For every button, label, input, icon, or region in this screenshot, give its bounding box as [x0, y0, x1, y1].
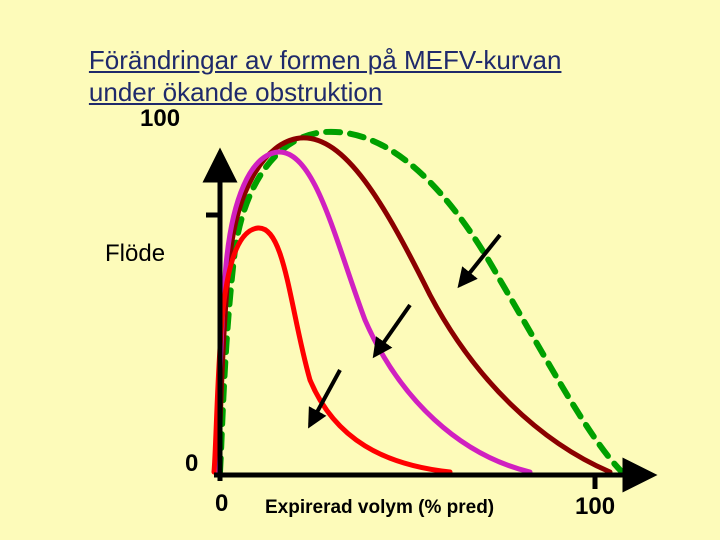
- y-tick-100: 100: [140, 105, 180, 133]
- x-tick-0: 0: [215, 490, 228, 518]
- direction-arrow-3: [310, 370, 340, 425]
- y-tick-0: 0: [185, 450, 198, 478]
- direction-arrow-2: [375, 305, 410, 355]
- slide-root: Förändringar av formen på MEFV-kurvan un…: [0, 0, 720, 540]
- curve-mild-obstruction: [218, 138, 610, 472]
- curve-normal: [220, 132, 622, 472]
- x-tick-100: 100: [575, 493, 615, 521]
- y-axis-label: Flöde: [105, 240, 165, 268]
- curve-moderate-obstruction: [216, 152, 530, 472]
- mefv-chart: [130, 80, 670, 520]
- x-axis-label: Expirerad volym (% pred): [265, 497, 494, 519]
